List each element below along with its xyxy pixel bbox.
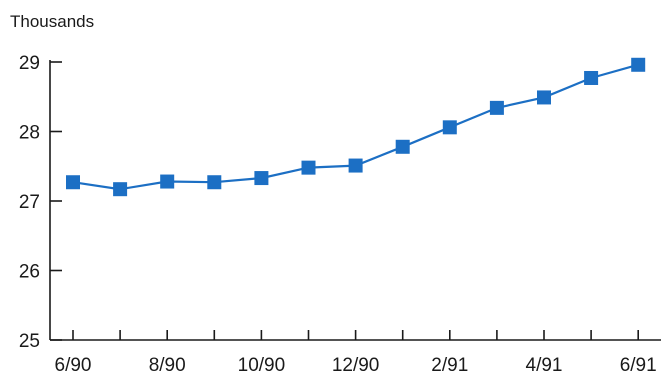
data-point-marker xyxy=(348,158,363,173)
y-unit-label: Thousands xyxy=(10,12,94,31)
data-point-marker xyxy=(395,139,410,154)
x-tick-label: 12/90 xyxy=(332,355,380,371)
y-tick-label: 28 xyxy=(19,123,40,144)
y-tick-label: 26 xyxy=(19,262,40,283)
y-tick-label: 25 xyxy=(19,331,40,352)
y-tick-label: 29 xyxy=(19,53,40,74)
data-point-marker xyxy=(66,175,80,190)
data-point-marker xyxy=(489,100,504,115)
y-tick-label: 27 xyxy=(19,192,40,213)
x-tick-label: 2/91 xyxy=(431,355,468,371)
data-point-marker xyxy=(254,171,269,186)
data-point-marker xyxy=(537,90,551,105)
x-axis: 6/90 8/90 10/90 12/90 2/91 4/91 6/91 xyxy=(50,330,661,371)
x-tick-label: 6/91 xyxy=(620,355,657,371)
data-point-marker xyxy=(631,57,646,72)
x-tick-label: 4/91 xyxy=(526,355,563,371)
x-tick-label: 10/90 xyxy=(238,355,286,371)
data-point-marker xyxy=(207,175,222,190)
x-tick-label: 6/90 xyxy=(55,355,92,371)
data-point-marker xyxy=(301,160,316,175)
data-point-marker xyxy=(442,120,457,135)
data-series xyxy=(66,57,646,197)
y-axis: 25 26 27 28 29 xyxy=(19,53,62,352)
x-tick-label: 8/90 xyxy=(149,355,186,371)
data-point-marker xyxy=(160,174,175,189)
data-point-marker xyxy=(584,70,599,85)
data-point-marker xyxy=(113,182,128,197)
